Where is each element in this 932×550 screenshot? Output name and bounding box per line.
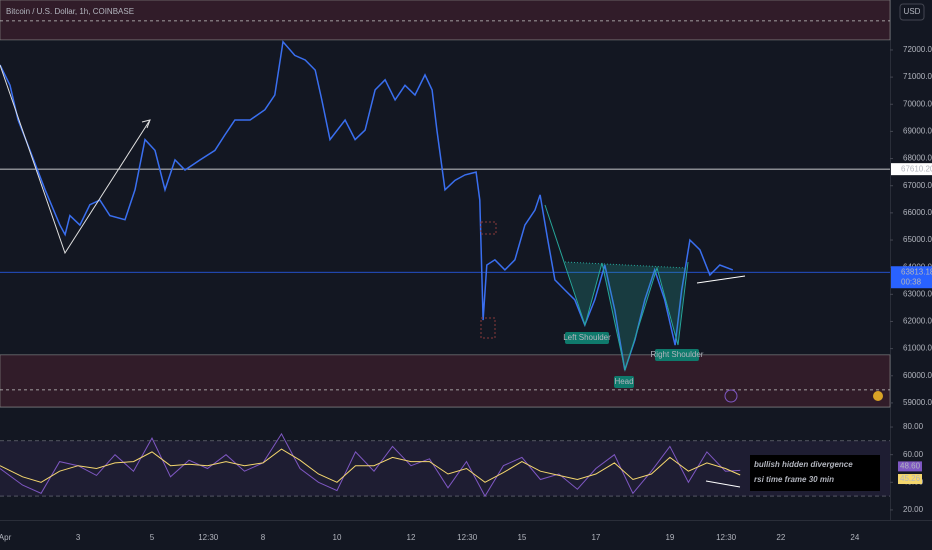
y-tick-label: 70000.00 (903, 99, 932, 108)
currency-label[interactable]: USD (904, 7, 921, 16)
x-tick-label: 12:30 (716, 533, 737, 542)
rsi-drawing (705, 480, 741, 488)
drawings (0, 64, 883, 488)
y-tick-label: 68000.00 (903, 154, 932, 163)
note-text: rsi time frame 30 min (754, 475, 834, 484)
y-tick-label: 71000.00 (903, 72, 932, 81)
currency-button[interactable] (899, 3, 925, 21)
y-tick-label: 59000.00 (903, 398, 932, 407)
x-tick-label: 24 (850, 533, 859, 542)
value-tag (898, 461, 922, 472)
price-tag (891, 266, 932, 289)
x-tick-label: 19 (665, 533, 674, 542)
pattern-label-box (655, 349, 699, 361)
y-tick-label: 66000.00 (903, 208, 932, 217)
y-tick-label: 69000.00 (903, 127, 932, 136)
trend-drawing (0, 64, 151, 255)
chart-title: Bitcoin / U.S. Dollar, 1h, COINBASE (6, 7, 134, 16)
value-tag-label: 45.26 (900, 474, 921, 483)
note-text: bullish hidden divergence (754, 460, 853, 469)
price-tag (891, 163, 932, 176)
zone (0, 354, 891, 408)
marker-box (480, 221, 497, 235)
x-tick-label: 5 (150, 533, 155, 542)
pattern-label: Head (614, 377, 633, 386)
price-tag-label: 67610.20 (901, 164, 932, 173)
arrow-head (141, 119, 151, 129)
y-tick-label: 65000.00 (903, 235, 932, 244)
value-tag-label: 48.60 (900, 462, 921, 471)
pattern-fill (565, 262, 686, 370)
y-tick-label: 60.00 (903, 450, 924, 459)
price-line (0, 40, 734, 371)
x-tick-label: 8 (261, 533, 266, 542)
y-tick-label: 61000.00 (903, 344, 932, 353)
x-tick-label: 12 (407, 533, 416, 542)
x-tick-label: 12:30 (198, 533, 219, 542)
x-tick-label: 3 (76, 533, 81, 542)
pattern-label-box (565, 332, 609, 344)
x-tick-label: 22 (776, 533, 785, 542)
x-tick-label: 17 (591, 533, 600, 542)
y-tick-label: 60000.00 (903, 371, 932, 380)
pattern-label: Left Shoulder (563, 333, 611, 342)
pattern-line (544, 204, 689, 372)
note-box (750, 455, 880, 491)
zone (0, 0, 891, 41)
logo-icon (873, 391, 883, 401)
price-tag-label: 63813.18 (901, 267, 932, 276)
x-tick-label: 12:30 (457, 533, 478, 542)
y-tick-label: 63000.00 (903, 289, 932, 298)
x-tick-label: 15 (517, 533, 526, 542)
rsi-band (0, 440, 890, 497)
pattern-label: Right Shoulder (651, 350, 704, 359)
y-tick-label: 80.00 (903, 422, 924, 431)
y-tick-label: 67000.00 (903, 181, 932, 190)
value-tag (898, 474, 922, 485)
price-line (0, 432, 741, 498)
support-drawing (696, 275, 746, 284)
x-tick-label: 10 (333, 533, 342, 542)
event-icon[interactable] (724, 389, 738, 403)
countdown: 00:38 (901, 277, 922, 286)
y-tick-label: 20.00 (903, 505, 924, 514)
price-line (0, 448, 741, 483)
pattern-label-box (614, 376, 634, 388)
y-tick-label: 72000.00 (903, 45, 932, 54)
y-tick-label: 62000.00 (903, 317, 932, 326)
marker-box (480, 317, 496, 339)
x-tick-label: Apr (0, 533, 12, 542)
